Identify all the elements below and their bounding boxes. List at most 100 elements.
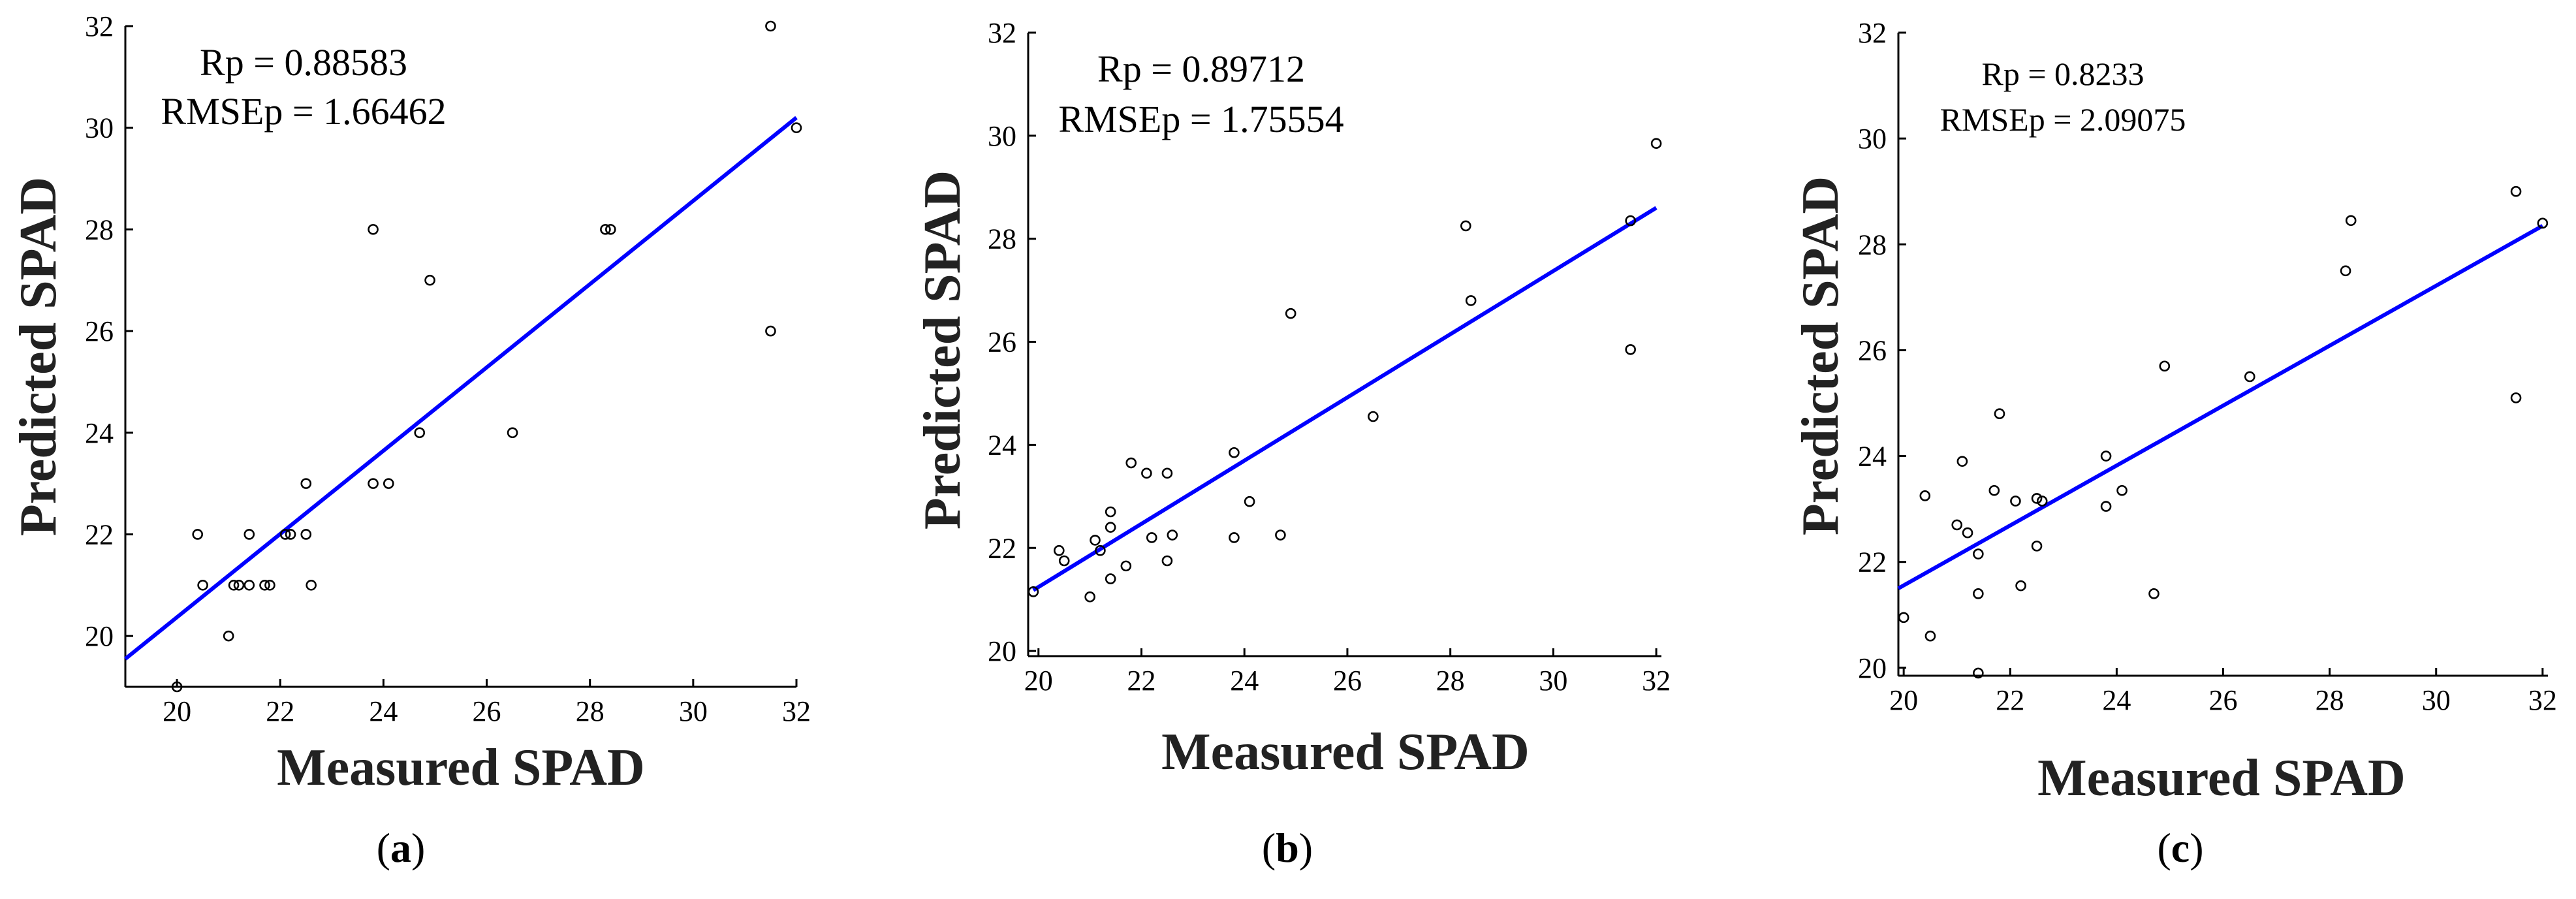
data-point (765, 325, 776, 337)
data-point (1973, 667, 1984, 679)
data-point (1244, 496, 1255, 507)
data-point (1141, 467, 1152, 479)
panel-label: (a) (377, 825, 426, 871)
y-tick-label: 32 (85, 10, 114, 42)
x-tick-label: 30 (679, 695, 708, 727)
y-tick-label: 28 (988, 223, 1016, 255)
y-tick-label: 32 (1858, 17, 1887, 49)
data-point (1988, 484, 2000, 496)
data-point (2116, 484, 2128, 496)
data-point (264, 580, 275, 591)
chart-panel-a: 20 22 24 26 28 30 32 20 22 24 26 28 30 32 Rp = 0.88583… (10, 10, 811, 871)
data-point (2015, 580, 2026, 591)
data-point (1105, 573, 1116, 584)
y-tick-label: 32 (988, 17, 1016, 49)
data-point (1105, 522, 1116, 533)
panel-label-close: ) (411, 825, 425, 871)
y-tick-label: 26 (1858, 334, 1887, 366)
panel-label-close: ) (2190, 825, 2203, 871)
data-point (2244, 371, 2255, 383)
y-tick-label: 20 (85, 620, 114, 652)
data-point (383, 478, 394, 489)
x-axis-title: Measured SPAD (2037, 749, 2406, 807)
data-point (300, 478, 312, 489)
panel-label-open: ( (377, 825, 390, 871)
data-point (1167, 529, 1178, 541)
data-point (259, 580, 270, 591)
y-tick-label: 30 (1858, 123, 1887, 155)
data-point (228, 580, 240, 591)
x-tick-label: 26 (2209, 684, 2238, 716)
data-point (2159, 360, 2171, 372)
data-point (2100, 450, 2112, 462)
rmse-annotation: RMSEp = 1.75554 (1058, 98, 1343, 140)
x-tick-label: 28 (2316, 684, 2344, 716)
x-tick-label: 28 (1436, 665, 1465, 697)
x-tick-label: 30 (2422, 684, 2451, 716)
data-point (1951, 519, 1963, 531)
data-point (2510, 185, 2522, 197)
y-tick-label: 30 (85, 112, 114, 144)
rp-annotation: Rp = 0.88583 (200, 41, 407, 84)
data-point (1625, 215, 1636, 227)
data-point (1161, 555, 1173, 567)
data-point (1650, 138, 1662, 149)
data-point (765, 20, 776, 32)
x-tick-label: 22 (1996, 684, 2024, 716)
fit-line (1032, 206, 1657, 592)
data-point (1973, 588, 1984, 599)
chart-panel-c: 20 22 24 26 28 30 32 20 22 24 26 28 30 32 Rp = 0.8233 R… (1792, 17, 2557, 871)
data-point (368, 478, 379, 489)
fit-line (124, 116, 798, 661)
data-point (2340, 265, 2351, 277)
data-point (1994, 408, 2005, 420)
data-point (791, 122, 802, 133)
panel-label: (c) (2157, 825, 2203, 871)
data-point (1028, 586, 1039, 597)
y-tick-label: 22 (85, 518, 114, 550)
data-point (2031, 493, 2043, 504)
x-tick-label: 26 (473, 695, 501, 727)
y-tick-label: 22 (1858, 546, 1887, 578)
y-tick-label: 20 (1858, 652, 1887, 684)
data-point (2148, 588, 2160, 599)
data-point (300, 529, 312, 540)
data-point (171, 681, 183, 693)
data-point (414, 427, 426, 439)
data-point (1962, 527, 1973, 539)
data-point (2031, 541, 2043, 552)
panel-label: (b) (1262, 825, 1313, 871)
chart-panel-b: 20 22 24 26 28 30 32 20 22 24 26 28 30 32 Rp = 0.89712… (914, 17, 1671, 871)
x-tick-label: 20 (1889, 684, 1918, 716)
y-tick-label: 26 (988, 326, 1016, 358)
data-point (1460, 220, 1471, 232)
x-tick-label: 22 (1127, 665, 1155, 697)
rp-annotation: Rp = 0.89712 (1097, 48, 1305, 90)
x-tick-label: 20 (1024, 665, 1053, 697)
data-point (1054, 544, 1065, 556)
data-point (285, 529, 296, 540)
x-tick-label: 26 (1333, 665, 1362, 697)
panel-label-letter: b (1276, 825, 1299, 871)
x-tick-label: 32 (1642, 665, 1671, 697)
x-tick-label: 24 (369, 695, 398, 727)
x-axis-title: Measured SPAD (277, 739, 645, 796)
data-point (1956, 456, 1968, 467)
rmse-annotation: RMSEp = 1.66462 (161, 90, 446, 133)
data-point (1229, 532, 1240, 543)
data-point (1465, 295, 1477, 306)
y-axis-title: Predicted SPAD (914, 170, 971, 529)
x-tick-label: 32 (2528, 684, 2557, 716)
data-point (1368, 411, 1379, 422)
data-point (192, 529, 204, 540)
y-axis-title: Predicted SPAD (10, 177, 67, 536)
panel-label-open: ( (2157, 825, 2171, 871)
data-point (2537, 217, 2549, 229)
y-tick-label: 24 (85, 417, 114, 449)
data-point (1229, 447, 1240, 458)
x-tick-label: 22 (266, 695, 294, 727)
y-tick-label: 22 (988, 532, 1016, 564)
data-point (1924, 630, 1936, 642)
x-tick-label: 24 (2102, 684, 2131, 716)
